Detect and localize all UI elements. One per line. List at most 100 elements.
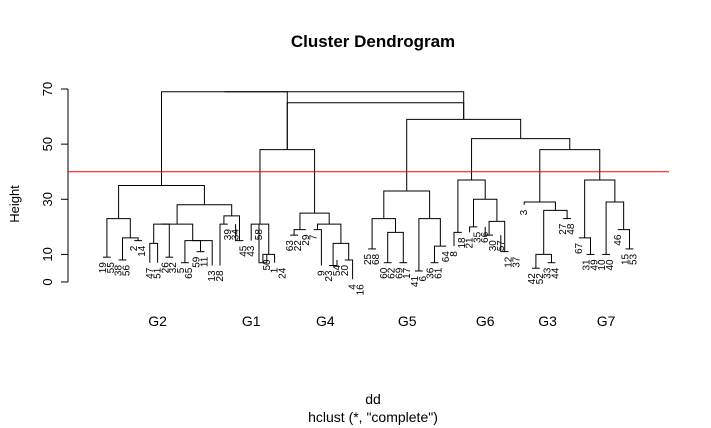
leaf-label: 11 [199, 256, 210, 267]
leaf-label: 57 [496, 240, 507, 252]
dendrogram-link [106, 218, 131, 258]
leaf-label: 29 [301, 234, 312, 246]
dendrogram-link [332, 242, 350, 266]
leaf-label: 31 [582, 259, 593, 271]
leaf-label: 1 [270, 267, 281, 273]
leaf-label: 24 [277, 267, 288, 279]
dendrogram-link [484, 226, 493, 236]
group-label: G2 [148, 313, 167, 329]
dendrogram-link [488, 220, 506, 252]
leaf-label: 40 [605, 259, 616, 271]
leaf-label: 52 [535, 273, 546, 285]
leaf-label: 19 [98, 262, 109, 274]
group-label: G1 [242, 313, 261, 329]
leaf-label: 44 [550, 267, 561, 279]
leaf-label: 10 [597, 259, 608, 271]
leaf-label: 2 [129, 245, 140, 251]
dendrogram-link [453, 231, 462, 247]
dendrogram-link [153, 223, 170, 258]
dendrogram-link [313, 229, 322, 266]
dendrogram-link [262, 253, 276, 263]
dendrogram-link [500, 235, 509, 253]
dendrogram-link [617, 229, 630, 249]
leaf-label: 26 [160, 262, 171, 274]
leaf-label: 17 [402, 267, 413, 279]
x-axis-label: dd [365, 391, 381, 407]
leaf-label: 4 [348, 284, 359, 290]
leaf-label: 15 [621, 253, 632, 265]
leaf-label: 7 [309, 234, 320, 240]
y-tick-label: 50 [40, 137, 55, 151]
leaf-label: 56 [121, 265, 132, 277]
leaf-label: 62 [387, 267, 398, 279]
leaf-labels: 1955385621447512632565591113283934454358… [98, 209, 639, 295]
leaf-label: 66 [480, 231, 491, 243]
leaf-label: 61 [433, 267, 444, 279]
dendrogram-link [539, 149, 601, 203]
dendrogram-link [535, 253, 552, 269]
leaf-label: 35 [472, 231, 483, 243]
dendrogram-link [471, 138, 571, 180]
dendrogram-link [219, 223, 228, 266]
leaf-label: 46 [613, 234, 624, 246]
leaf-label: 27 [558, 223, 569, 235]
leaf-label: 34 [231, 229, 242, 241]
leaf-label: 65 [184, 267, 195, 279]
leaf-label: 13 [207, 270, 218, 282]
dendrogram-link [469, 226, 478, 233]
leaf-label: 55 [106, 262, 117, 274]
y-tick-label: 0 [40, 278, 55, 285]
group-label: G6 [476, 313, 495, 329]
leaf-label: 51 [153, 267, 164, 279]
leaf-label: 64 [441, 251, 452, 263]
leaf-label: 32 [168, 262, 179, 274]
dendrogram-link [418, 218, 441, 271]
group-labels: G2 G1 G4 G5 G6 G3 G7 [148, 313, 615, 329]
leaf-label: 54 [332, 265, 343, 277]
leaf-label: 3 [519, 209, 530, 215]
dendrogram-link [192, 240, 213, 266]
dendrogram-branches [103, 91, 634, 280]
leaf-label: 67 [574, 242, 585, 254]
chart-title: Cluster Dendrogram [291, 32, 455, 51]
leaf-label: 23 [324, 270, 335, 282]
leaf-label: 43 [246, 245, 257, 257]
leaf-label: 68 [371, 253, 382, 265]
dendrogram-link [457, 179, 486, 233]
group-label: G5 [398, 313, 417, 329]
leaf-label: 42 [527, 273, 538, 285]
dendrogram-link [434, 245, 447, 263]
leaf-label: 36 [426, 267, 437, 279]
dendrogram-link [578, 237, 591, 255]
leaf-label: 48 [566, 223, 577, 235]
dendrogram-link [161, 223, 194, 241]
subtitle: hclust (*, "complete") [308, 409, 438, 425]
dendrogram-link [286, 102, 465, 150]
y-axis: 0 10 30 50 70 [40, 82, 69, 286]
y-tick-label: 10 [40, 247, 55, 261]
leaf-label: 30 [488, 240, 499, 252]
y-tick-label: 70 [40, 82, 55, 96]
y-axis-label: Height [7, 185, 22, 223]
dendrogram-link [383, 190, 431, 219]
leaf-label: 58 [254, 229, 265, 241]
dendrogram-link [118, 185, 205, 219]
leaf-label: 6 [418, 276, 429, 282]
leaf-label: 37 [511, 256, 522, 268]
leaf-label: 59 [192, 256, 203, 268]
group-label: G3 [538, 313, 557, 329]
leaf-label: 63 [285, 240, 296, 252]
leaf-label: 69 [394, 267, 405, 279]
dendrogram-link [293, 229, 306, 236]
dendrogram-link [406, 118, 522, 192]
leaf-label: 8 [449, 251, 460, 257]
leaf-label: 20 [340, 265, 351, 277]
leaf-label: 21 [465, 237, 476, 249]
dendrogram-link [473, 198, 498, 227]
leaf-label: 45 [238, 245, 249, 257]
dendrogram-link [371, 218, 396, 249]
dendrogram-link [224, 91, 465, 120]
leaf-label: 50 [262, 259, 273, 271]
leaf-label: 49 [589, 259, 600, 271]
